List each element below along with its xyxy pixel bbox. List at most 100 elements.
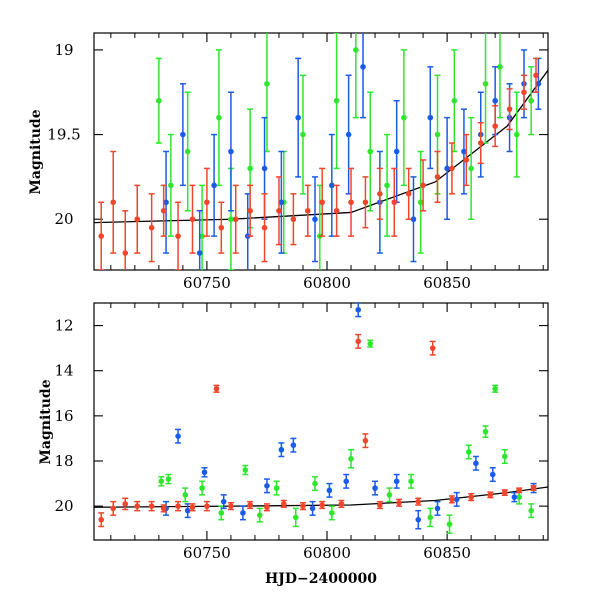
- data-point: [156, 97, 162, 104]
- data-point: [175, 433, 181, 439]
- data-point: [319, 502, 326, 508]
- data-point: [482, 80, 489, 87]
- data-point: [319, 199, 326, 206]
- data-point: [160, 505, 167, 512]
- data-point: [343, 478, 350, 485]
- data-point: [199, 485, 205, 491]
- data-point: [362, 199, 369, 206]
- data-point: [158, 478, 165, 485]
- data-point: [256, 512, 263, 518]
- y-tick-label: 19: [54, 41, 73, 59]
- data-point: [348, 455, 354, 462]
- data-point: [427, 114, 434, 121]
- data-point: [410, 216, 417, 223]
- data-point: [189, 216, 196, 223]
- data-point: [326, 487, 333, 494]
- data-point: [528, 507, 534, 514]
- x-tick-label: 60750: [183, 544, 231, 562]
- data-point: [453, 496, 460, 503]
- data-point: [473, 460, 479, 467]
- data-point: [417, 199, 424, 206]
- top-data-marks: [94, 33, 548, 270]
- data-point: [189, 504, 196, 511]
- data-point: [434, 505, 441, 512]
- data-point: [521, 89, 527, 96]
- data-point: [513, 131, 520, 138]
- bottom-x-axis-label: HJD−2400000: [265, 571, 377, 587]
- series-1: [163, 303, 537, 530]
- data-point: [240, 510, 246, 516]
- top-y-axis-label: Magnitude: [28, 109, 44, 194]
- data-point: [204, 199, 210, 206]
- data-point: [492, 385, 498, 392]
- data-point: [211, 182, 217, 189]
- data-point: [501, 453, 508, 460]
- data-point: [449, 165, 455, 172]
- data-point: [506, 106, 513, 112]
- data-point: [98, 233, 105, 239]
- data-point: [329, 510, 335, 516]
- data-point: [175, 503, 181, 509]
- data-point: [163, 199, 169, 206]
- data-point: [367, 148, 374, 155]
- data-point: [220, 498, 227, 505]
- data-point: [247, 502, 253, 508]
- data-point: [415, 516, 422, 523]
- data-point: [405, 191, 412, 197]
- data-point: [213, 385, 220, 392]
- data-point: [355, 338, 362, 345]
- data-point: [511, 494, 518, 500]
- data-point: [278, 199, 285, 206]
- data-point: [528, 97, 534, 104]
- data-point: [201, 469, 208, 476]
- data-point: [300, 131, 306, 138]
- data-point: [338, 501, 345, 507]
- plot-area: [94, 303, 548, 534]
- y-tick-label: 20: [54, 497, 73, 515]
- data-point: [477, 140, 484, 146]
- data-point: [487, 492, 494, 498]
- data-point: [482, 428, 489, 435]
- data-point: [533, 72, 539, 79]
- data-point: [461, 148, 467, 155]
- data-point: [501, 489, 508, 496]
- x-tick-label: 60750: [183, 274, 231, 292]
- x-tick-label: 60800: [303, 274, 351, 292]
- y-tick-label: 19.5: [47, 126, 80, 144]
- y-tick-label: 14: [54, 362, 73, 380]
- data-point: [247, 165, 253, 172]
- top-plot-frame: [93, 32, 549, 271]
- series-0: [155, 33, 535, 270]
- data-point: [184, 148, 191, 155]
- data-point: [377, 502, 383, 508]
- data-point: [408, 478, 414, 485]
- data-point: [228, 148, 234, 155]
- data-point: [427, 514, 434, 521]
- data-point: [295, 114, 301, 121]
- data-point: [446, 521, 453, 527]
- data-point: [329, 182, 335, 189]
- data-point: [300, 503, 306, 509]
- data-point: [228, 503, 234, 509]
- data-point: [261, 224, 268, 231]
- data-point: [516, 487, 522, 494]
- data-point: [218, 224, 225, 231]
- data-point: [434, 131, 441, 138]
- data-point: [134, 503, 141, 509]
- data-point: [273, 485, 280, 491]
- data-point: [182, 492, 189, 498]
- data-point: [160, 207, 167, 214]
- data-point: [264, 483, 270, 489]
- data-point: [196, 250, 203, 256]
- data-point: [348, 199, 354, 206]
- data-point: [530, 485, 537, 491]
- data-point: [391, 199, 398, 206]
- data-point: [184, 507, 191, 514]
- data-point: [345, 131, 352, 138]
- series-2: [98, 333, 537, 528]
- x-tick-label: 60800: [303, 544, 351, 562]
- data-point: [122, 501, 129, 507]
- bottom-panel: 60750 60800 60850 12 14 16 18 20 Magnitude HJD−…: [38, 302, 549, 587]
- data-point: [444, 165, 450, 172]
- data-point: [242, 467, 249, 473]
